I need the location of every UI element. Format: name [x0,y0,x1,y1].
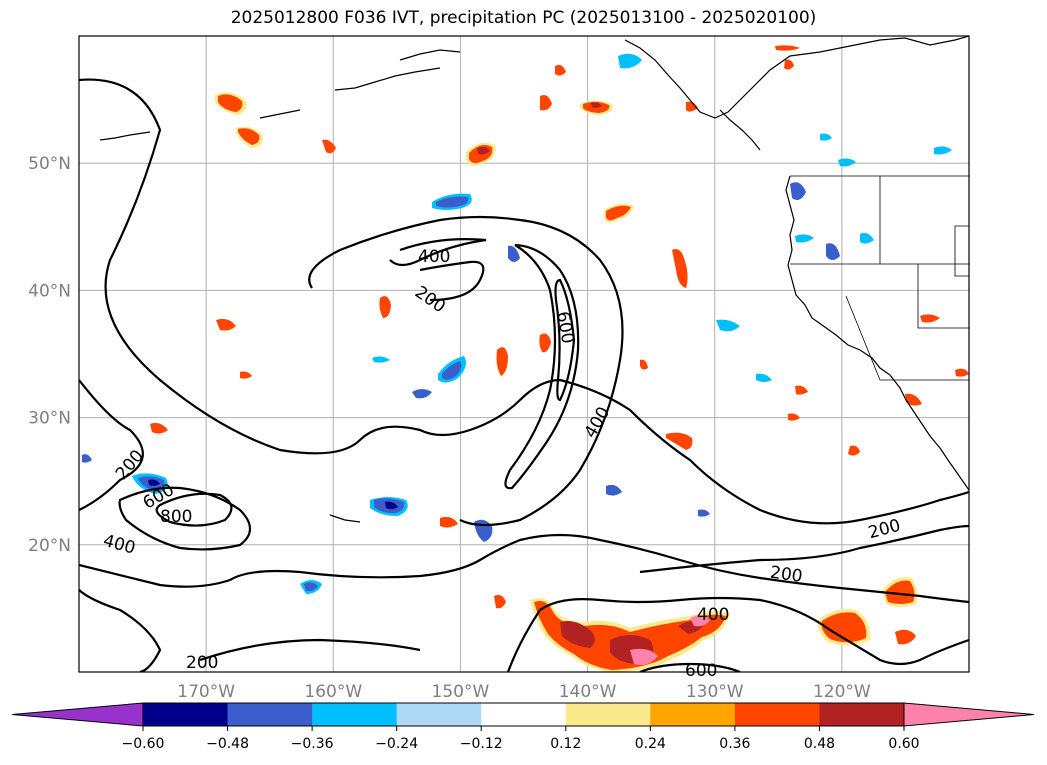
contour-label: 400 [418,247,450,267]
contour-label: 800 [160,507,192,527]
latitude-tick-label: 40°N [28,281,71,301]
map-title: 2025012800 F036 IVT, precipitation PC (2… [230,8,817,28]
colorbar-segment [734,703,820,726]
map-background [79,36,969,672]
coastlines [99,36,969,523]
longitude-labels: 170°W 160°W 150°W 140°W 130°W 120°W [177,682,871,702]
contour-label: 200 [769,563,804,587]
longitude-tick-label: 170°W [177,682,235,702]
precip-positive-patches [150,45,969,672]
map-frame [78,35,970,673]
colorbar-tick-label: 0.12 [550,736,581,752]
colorbar-extend-high [903,702,1035,727]
longitude-tick-label: 140°W [559,682,617,702]
colorbar-tick-label: −0.36 [291,736,334,752]
ivt-contours [79,78,969,672]
colorbar-segment [481,703,567,726]
latitude-labels: 50°N 40°N 30°N 20°N [28,154,71,556]
colorbar-tick-label: 0.24 [635,736,666,752]
colorbar-tick-label: 0.48 [804,736,835,752]
colorbar: −0.60 −0.48 −0.36 −0.24 −0.12 0.12 0.24 0.36 0.4… [11,702,1035,752]
colorbar-tick-label: 0.60 [888,736,919,752]
longitude-tick-label: 120°W [813,682,871,702]
colorbar-segment [227,703,313,726]
longitude-tick-label: 160°W [304,682,362,702]
precip-negative-patches [82,53,952,594]
gridlines [79,36,969,672]
borders [790,175,969,381]
latitude-tick-label: 50°N [28,154,71,174]
colorbar-segment [396,703,482,726]
latitude-tick-label: 30°N [28,409,71,429]
longitude-tick-label: 150°W [432,682,490,702]
longitude-tick-label: 130°W [686,682,744,702]
contour-label: 600 [685,661,717,681]
colorbar-segment [565,703,651,726]
colorbar-tick-label: −0.60 [122,736,165,752]
colorbar-segment [312,703,398,726]
contour-label: 400 [697,605,729,625]
colorbar-tick-label: −0.48 [206,736,249,752]
precipitation-shading [82,45,969,672]
contour-label: 200 [186,653,218,673]
colorbar-segment [650,703,736,726]
colorbar-tick-label: 0.36 [719,736,750,752]
colorbar-segment [819,703,905,726]
colorbar-outline [142,702,905,727]
latitude-tick-label: 20°N [28,536,71,556]
colorbar-extend-low [11,702,144,727]
colorbar-segment [143,703,229,726]
colorbar-tick-label: −0.24 [375,736,418,752]
colorbar-tick-label: −0.12 [460,736,503,752]
